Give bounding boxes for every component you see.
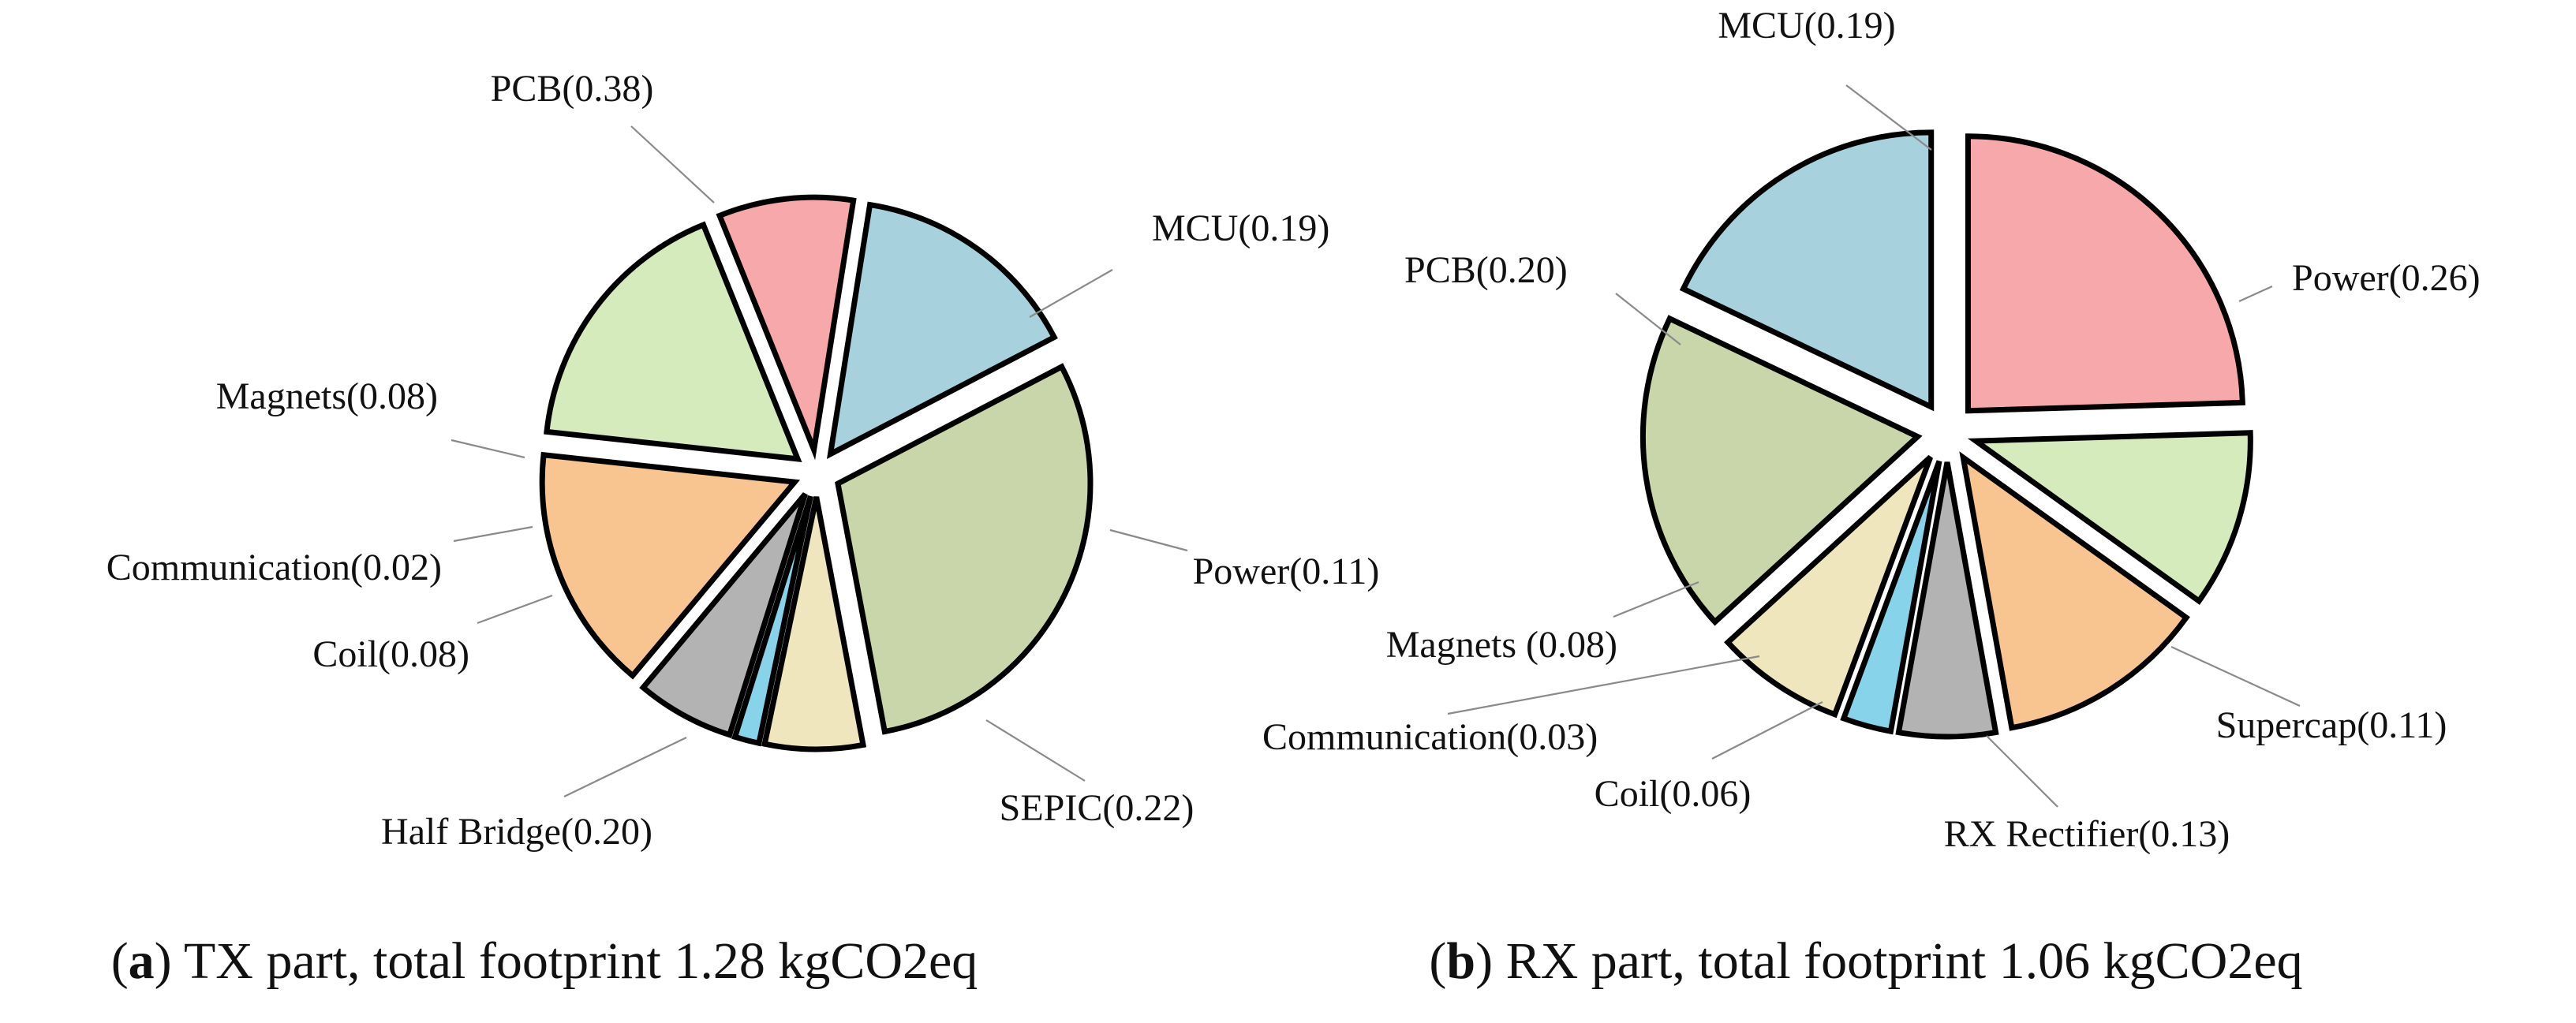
tx-leader-magnets bbox=[451, 439, 525, 459]
rx-label-rx-rectifier: RX Rectifier(0.13) bbox=[1944, 813, 2230, 855]
tx-label-mcu: MCU(0.19) bbox=[1152, 207, 1329, 249]
rx-leader-rx-rectifier bbox=[1986, 735, 2058, 808]
rx-slice-supercap bbox=[1967, 430, 2253, 605]
rx-leader-coil bbox=[1711, 701, 1823, 760]
tx-label-coil: Coil(0.08) bbox=[312, 633, 469, 675]
rx-slice-coil bbox=[1895, 461, 1999, 740]
caption-tx-letter: a bbox=[129, 932, 155, 990]
rx-leader-pcb bbox=[1615, 293, 1681, 345]
rx-slice-power bbox=[1965, 133, 2245, 414]
rx-label-magnets: Magnets (0.08) bbox=[1386, 624, 1617, 666]
tx-pie-chart: MCU(0.19) PCB(0.38) Magnets(0.08) Communica… bbox=[107, 68, 1380, 853]
rx-label-power: Power(0.26) bbox=[2292, 257, 2481, 299]
rx-label-pcb: PCB(0.20) bbox=[1404, 249, 1568, 291]
rx-leader-mcu bbox=[1845, 84, 1932, 151]
tx-leader-power bbox=[1109, 528, 1188, 552]
caption-rx-letter: b bbox=[1446, 932, 1475, 990]
rx-leader-communication bbox=[1447, 655, 1760, 715]
tx-label-pcb: PCB(0.38) bbox=[491, 68, 654, 110]
rx-leader-power bbox=[2238, 285, 2273, 303]
tx-leader-pcb bbox=[630, 125, 715, 203]
caption-tx-text: TX part, total footprint 1.28 kgCO2eq bbox=[184, 932, 978, 990]
tx-leader-coil bbox=[477, 594, 553, 625]
tx-leader-sepic bbox=[985, 719, 1086, 782]
rx-leader-magnets bbox=[1613, 581, 1699, 618]
tx-slice-sepic bbox=[544, 221, 802, 463]
rx-label-supercap: Supercap(0.11) bbox=[2216, 704, 2447, 746]
tx-slice-mcu bbox=[826, 201, 1058, 459]
tx-slice-power bbox=[716, 194, 857, 461]
tx-slice-coil bbox=[639, 492, 808, 739]
tx-slice-magnets bbox=[761, 496, 867, 752]
tx-leader-mcu bbox=[1029, 269, 1113, 318]
rx-pie-chart: Power(0.26) Supercap(0.11) RX Rectifier(0.… bbox=[1262, 5, 2481, 855]
rx-label-coil: Coil(0.06) bbox=[1595, 773, 1752, 815]
tx-label-magnets: Magnets(0.08) bbox=[216, 375, 438, 417]
rx-label-mcu: MCU(0.19) bbox=[1718, 5, 1895, 47]
tx-label-power: Power(0.11) bbox=[1193, 551, 1380, 592]
rx-slice-mcu bbox=[1679, 129, 1935, 412]
rx-leader-supercap bbox=[2170, 646, 2301, 707]
tx-slice-half-bridge bbox=[539, 451, 801, 680]
tx-slice-pcb bbox=[835, 363, 1094, 735]
tx-slice-communication bbox=[731, 495, 813, 747]
caption-rx: (b) RX part, total footprint 1.06 kgCO2e… bbox=[1429, 932, 2302, 990]
rx-slice-communication bbox=[1840, 460, 1942, 735]
rx-label-communication: Communication(0.03) bbox=[1262, 716, 1598, 758]
tx-label-half-bridge: Half Bridge(0.20) bbox=[381, 811, 652, 853]
tx-label-communication: Communication(0.02) bbox=[107, 547, 442, 588]
tx-label-sepic: SEPIC(0.22) bbox=[1000, 787, 1195, 829]
rx-slice-magnets bbox=[1724, 454, 1934, 719]
rx-slice-pcb bbox=[1639, 315, 1923, 626]
rx-slice-rx-rectifier bbox=[1959, 451, 2190, 731]
tx-leader-half-bridge bbox=[563, 737, 687, 797]
caption-rx-text: RX part, total footprint 1.06 kgCO2eq bbox=[1506, 932, 2303, 990]
caption-tx: (a) TX part, total footprint 1.28 kgCO2e… bbox=[111, 932, 978, 990]
tx-leader-communication bbox=[453, 525, 533, 543]
